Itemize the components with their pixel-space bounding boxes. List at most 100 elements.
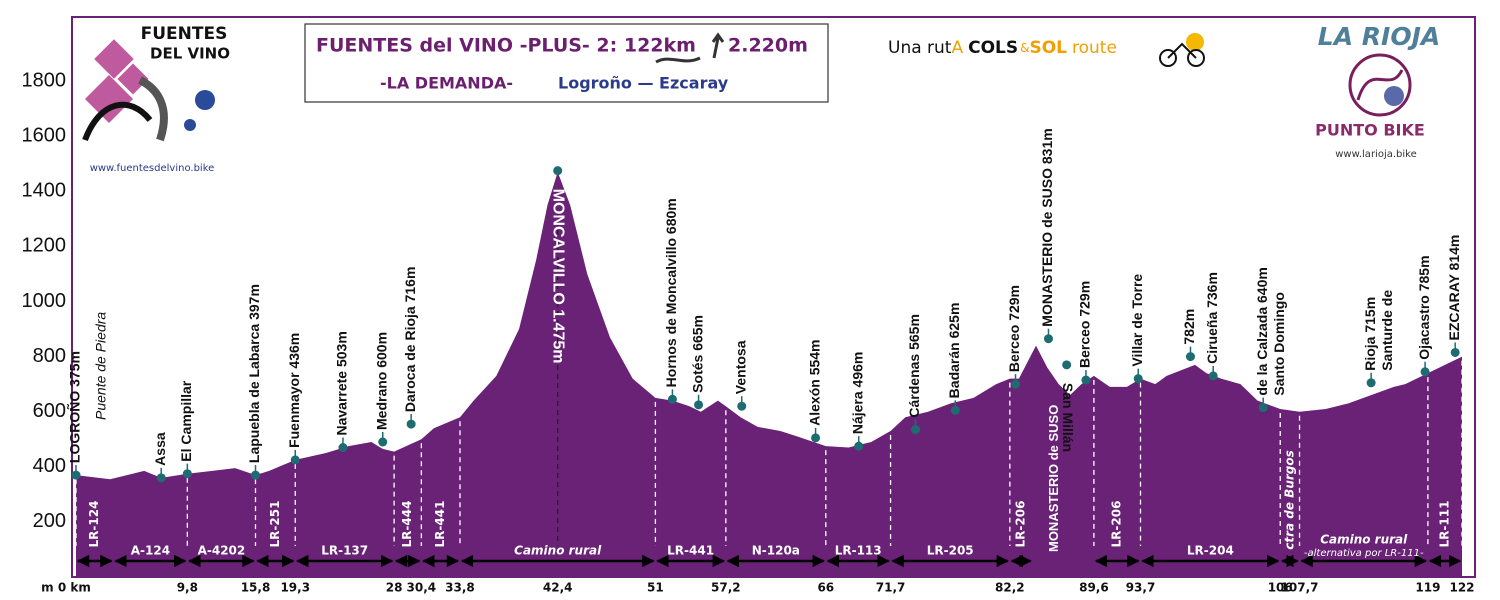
place-label: Santurde de — [1379, 290, 1395, 371]
place-label: Ventosa — [732, 340, 748, 394]
road-label: LR-204 — [1187, 544, 1234, 558]
left-logo: FUENTES DEL VINO www.fuentesdelvino.bike — [82, 24, 230, 174]
place-label: Berceo 729m — [1077, 281, 1093, 368]
y-tick-label: 1200 — [22, 235, 67, 257]
place-label: Lapuebla de Labarca 397m — [246, 284, 262, 463]
place-marker — [1011, 379, 1021, 389]
y-tick-label: 200 — [33, 510, 66, 532]
place-marker — [1081, 375, 1091, 385]
climb-icon — [711, 32, 725, 59]
place-marker — [250, 470, 260, 480]
road-label: LR-111 — [1437, 501, 1451, 548]
place-label: MONCALVILLO 1.475m — [549, 189, 566, 364]
x-tick-label: 71,7 — [876, 581, 906, 595]
road-label: LR-251 — [268, 501, 282, 548]
place-label: MONASTERIO de SUSO 831m — [1039, 128, 1055, 326]
x-tick-label: 42,4 — [543, 581, 573, 595]
y-tick-label: 1000 — [22, 290, 67, 312]
logo-text: DEL VINO — [150, 45, 230, 63]
place-marker — [71, 470, 81, 480]
place-label: de la Calzada 640m — [1254, 267, 1270, 395]
road-label: LR-113 — [835, 544, 882, 558]
place-label: Fuenmayor 436m — [286, 333, 302, 448]
road-label: Camino rural — [1320, 533, 1408, 547]
logo-text: A — [951, 38, 963, 58]
road-label: A-124 — [131, 544, 170, 558]
place-marker — [1450, 347, 1460, 357]
road-label: LR-441 — [667, 544, 714, 558]
place-marker — [911, 425, 921, 435]
place-label: Navarrete 503m — [334, 331, 350, 435]
x-tick-label: 15,8 — [241, 581, 271, 595]
road-label: LR-444 — [400, 501, 414, 548]
place-label: Medrano 600m — [373, 332, 389, 430]
x-tick-label: 66 — [817, 581, 834, 595]
elevation-area — [76, 172, 1462, 577]
road-label: ctra de Burgos — [1282, 450, 1296, 550]
note: MONASTERIO de SUSO — [1046, 405, 1061, 552]
route: Logroño — Ezcaray — [558, 74, 729, 93]
distance-icon — [655, 56, 701, 64]
road-label: LR-441 — [433, 501, 447, 548]
logo-text: Una rut — [888, 38, 952, 58]
place-label: LOGROÑO 375m — [66, 351, 83, 463]
y-tick-label: 1600 — [22, 124, 67, 146]
logo-text: route — [1072, 38, 1117, 58]
place-marker — [1133, 374, 1143, 384]
x-tick-label: 51 — [647, 581, 664, 595]
place-marker — [156, 473, 166, 483]
x-tick-label: 33,8 — [445, 581, 475, 595]
x-tick-label: 19,3 — [280, 581, 310, 595]
place-marker — [667, 394, 677, 404]
place-label: Berceo 729m — [1006, 285, 1022, 372]
x-tick-label: 122 — [1449, 581, 1474, 595]
cols-sol-logo: Una rutA COLS &SOL route — [888, 33, 1205, 67]
logo-title: LA RIOJA — [1318, 22, 1440, 51]
place-label: Cirueña 736m — [1204, 272, 1220, 364]
logo-brand: PUNTO BIKE — [1315, 121, 1425, 140]
place-label: El Campillar — [178, 380, 194, 461]
place-marker — [1420, 367, 1430, 377]
x-tick-label: 119 — [1415, 581, 1440, 595]
logo-url: www.fuentesdelvino.bike — [90, 163, 215, 174]
road-label: LR-124 — [87, 501, 101, 548]
road-label: Camino rural — [514, 544, 602, 558]
place-marker — [737, 401, 747, 411]
place-marker — [338, 443, 348, 453]
place-label: Sotés 665m — [689, 315, 705, 393]
place-label: Nájera 496m — [849, 352, 865, 435]
logo-text: SOL — [1029, 38, 1067, 58]
logo-text: Una rutA COLS &SOL route — [888, 38, 1117, 58]
chart-title: FUENTES del VINO -PLUS- 2: 122km — [316, 35, 696, 57]
place-marker — [694, 400, 704, 410]
road-label: LR-206 — [1014, 501, 1028, 548]
place-label: Daroca de Rioja 716m — [402, 267, 418, 413]
chart-title-climb: 2.220m — [728, 35, 808, 57]
road-label: LR-137 — [321, 544, 368, 558]
y-tick-label: 800 — [33, 345, 66, 367]
x-tick-label: 28 — [386, 581, 403, 595]
logo-text: FUENTES — [141, 24, 228, 44]
place-label: EZCARAY 814m — [1446, 235, 1462, 341]
place-marker — [378, 437, 388, 447]
place-label: Ojacastro 785m — [1416, 255, 1432, 359]
place-label: Alexón 554m — [806, 339, 822, 425]
x-tick-label: 106 — [1268, 581, 1293, 595]
place-label: Rioja 715m — [1362, 297, 1378, 371]
y-tick-label: 1400 — [22, 180, 67, 202]
place-marker — [1185, 352, 1195, 362]
place-label: Cárdenas 565m — [906, 314, 922, 418]
x-tick-label: 93,7 — [1126, 581, 1156, 595]
y-tick-label: 1800 — [22, 69, 67, 91]
y-tick-label: 600 — [33, 400, 66, 422]
place-marker — [1366, 378, 1376, 388]
place-marker — [1258, 403, 1268, 413]
logo-text: & — [1020, 41, 1029, 55]
road-label: LR-205 — [927, 544, 974, 558]
place-marker — [553, 166, 563, 176]
place-label: Assa — [152, 432, 168, 466]
plot: 200 400 600 800 1000 1200 1400 1600 1800 m 0 km 9,… — [22, 69, 1475, 594]
place-marker — [290, 455, 300, 465]
place-label: Badarán 625m — [946, 303, 962, 399]
road-label: A-4202 — [198, 544, 246, 558]
